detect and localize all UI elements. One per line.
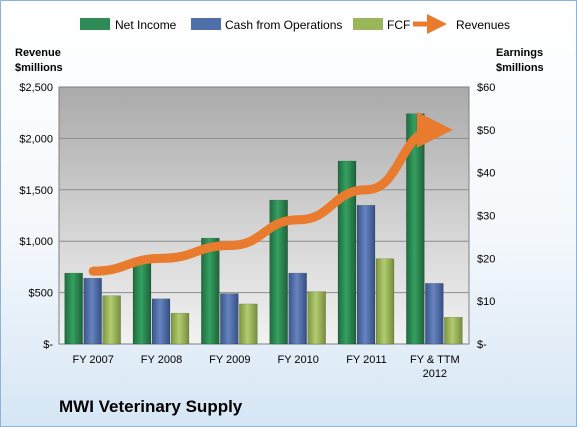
- right-tick-label: $30: [477, 211, 495, 223]
- left-tick-label: $1,500: [19, 185, 53, 197]
- bar-fcf: [307, 291, 326, 345]
- plot-area: [58, 86, 470, 345]
- revenues-series: [88, 111, 453, 276]
- bars: [64, 113, 463, 345]
- bar-cash-from-operations: [220, 293, 239, 345]
- bar-net-income: [64, 272, 83, 345]
- bar-cash-from-operations: [83, 277, 102, 345]
- bar-net-income: [201, 237, 220, 345]
- bar-fcf: [444, 317, 463, 345]
- right-tick-label: $50: [477, 125, 495, 137]
- category-label: FY 2010: [277, 354, 318, 366]
- bar-net-income: [269, 199, 288, 345]
- left-tick-label: $2,500: [19, 82, 53, 94]
- right-axis-title-line1: Earnings: [496, 47, 543, 59]
- bar-cash-from-operations: [151, 298, 171, 345]
- left-tick-label: $2,000: [19, 133, 53, 145]
- left-tick-label: $-: [43, 339, 53, 351]
- bar-net-income: [132, 259, 152, 345]
- right-axis-ticks: $- $10 $20 $30 $40 $50 $60: [477, 82, 495, 351]
- bar-cash-from-operations: [356, 204, 376, 345]
- legend-label-revenues: Revenues: [456, 18, 510, 32]
- left-tick-label: $500: [29, 288, 53, 300]
- bar-net-income: [337, 160, 357, 345]
- category-labels: FY 2007 FY 2008 FY 2009 FY 2010 FY 2011 FY & …: [72, 354, 459, 380]
- bar-fcf: [375, 258, 395, 345]
- category-label: FY & TTM 2012: [410, 354, 460, 380]
- right-tick-label: $60: [477, 82, 495, 94]
- legend-swatch-cash-from-operations: [191, 18, 221, 30]
- bar-cash-from-operations: [425, 283, 444, 345]
- bar-cash-from-operations: [288, 272, 307, 345]
- revenues-line: [88, 111, 453, 276]
- legend-label-fcf: FCF: [387, 18, 410, 32]
- left-axis-title-line1: Revenue: [15, 47, 61, 59]
- left-axis-title-line2: $millions: [15, 62, 63, 74]
- right-axis-title-line2: $millions: [496, 62, 544, 74]
- legend-label-net-income: Net Income: [115, 18, 177, 32]
- right-tick-label: $40: [477, 168, 495, 180]
- right-tick-label: $10: [477, 296, 495, 308]
- category-label: FY 2011: [346, 354, 387, 366]
- gridlines: [59, 137, 469, 294]
- bar-fcf: [239, 303, 258, 345]
- right-tick-label: $20: [477, 253, 495, 265]
- category-label: FY 2007: [72, 354, 113, 366]
- legend-swatch-net-income: [80, 18, 110, 30]
- left-axis-ticks: $- $500 $1,000 $1,500 $2,000 $2,500: [19, 82, 53, 351]
- right-tick-label: $-: [477, 339, 487, 351]
- left-tick-label: $1,000: [19, 236, 53, 248]
- bar-net-income: [406, 113, 425, 345]
- bar-fcf: [102, 295, 121, 345]
- company-name: MWI Veterinary Supply: [59, 397, 243, 416]
- legend-swatch-fcf: [353, 18, 383, 30]
- legend-label-cash-from-operations: Cash from Operations: [225, 18, 342, 32]
- bar-fcf: [170, 312, 190, 345]
- category-label: FY 2009: [209, 354, 250, 366]
- chart-legend: Net Income Cash from Operations FCF Reve…: [80, 14, 510, 34]
- category-label: FY 2008: [141, 354, 182, 366]
